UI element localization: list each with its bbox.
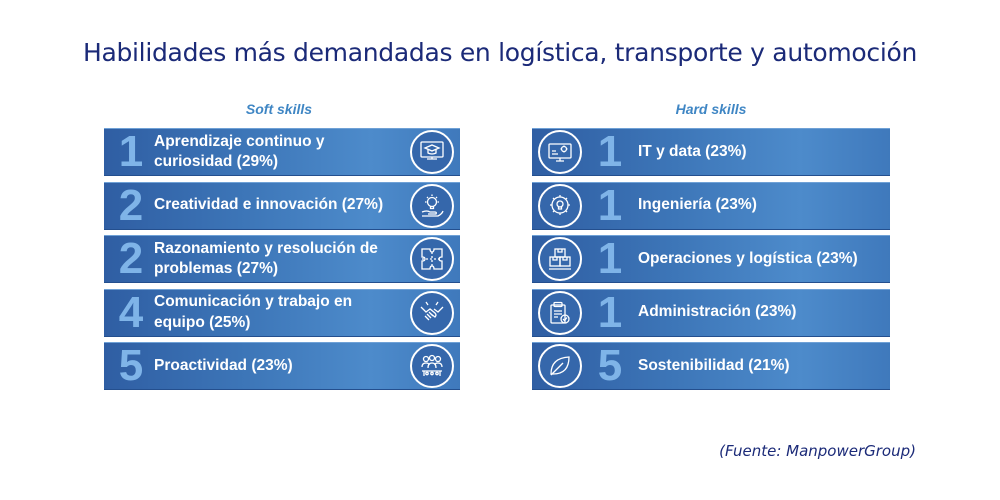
soft-skill-row: 2 Creatividad e innovación (27%) <box>104 180 460 230</box>
lightbulb-hand-icon <box>410 183 454 228</box>
monitor-gear-icon <box>538 130 582 174</box>
hard-skill-row: 1 IT y data (23%) <box>532 128 890 176</box>
skill-rank: 1 <box>597 127 623 176</box>
skill-label: Comunicación y trabajo en equipo (25%) <box>154 293 353 331</box>
skill-label: Razonamiento y resolución de problemas (… <box>154 239 378 277</box>
skill-label: Administración (23%) <box>638 303 797 321</box>
skill-rank: 2 <box>118 180 144 230</box>
skill-rank: 1 <box>597 234 623 283</box>
skill-rank: 2 <box>118 234 144 283</box>
skill-label: Aprendizaje continuo y curiosidad (29%) <box>154 132 325 170</box>
skill-rank: 1 <box>597 180 623 230</box>
skill-rank: 4 <box>118 287 144 337</box>
hard-skill-row: 1 Administración (23%) <box>532 287 890 337</box>
page-title: Habilidades más demandadas en logística,… <box>82 38 918 67</box>
soft-skill-row: 5 Proactividad (23%) <box>104 342 460 390</box>
hard-skill-row: 1 Ingeniería (23%) <box>532 180 890 230</box>
soft-skill-row: 1 Aprendizaje continuo y curiosidad (29%… <box>104 128 460 176</box>
boxes-icon <box>538 237 582 281</box>
skill-label: Operaciones y logística (23%) <box>638 249 858 267</box>
skill-label: Proactividad (23%) <box>154 356 293 374</box>
skill-label: Sostenibilidad (21%) <box>638 356 790 374</box>
skill-label: IT y data (23%) <box>638 142 747 160</box>
graduation-cap-icon <box>410 130 454 174</box>
source-note: (Fuente: ManpowerGroup) <box>719 442 916 460</box>
soft-skills-list: 1 Aprendizaje continuo y curiosidad (29%… <box>104 128 460 390</box>
soft-skill-row: 4 Comunicación y trabajo en equipo (25%) <box>104 287 460 337</box>
soft-skill-row: 2 Razonamiento y resolución de problemas… <box>104 235 460 283</box>
clipboard-check-icon <box>538 290 582 335</box>
skill-rank: 1 <box>597 287 623 337</box>
puzzle-icon <box>410 237 454 281</box>
skill-rank: 5 <box>118 341 144 390</box>
team-icon <box>410 344 454 388</box>
skill-label: Ingeniería (23%) <box>638 196 757 214</box>
gear-bulb-icon <box>538 183 582 228</box>
hard-skill-row: 5 Sostenibilidad (21%) <box>532 342 890 390</box>
hard-skill-row: 1 Operaciones y logística (23%) <box>532 235 890 283</box>
soft-skills-heading: Soft skills <box>245 101 313 117</box>
skill-rank: 5 <box>597 341 623 390</box>
skill-label: Creatividad e innovación (27%) <box>154 196 384 214</box>
hard-skills-heading: Hard skills <box>675 101 747 117</box>
handshake-icon <box>410 290 454 335</box>
leaf-icon <box>538 344 582 388</box>
skill-rank: 1 <box>118 127 144 176</box>
hard-skills-list: 1 IT y data (23%) 1 Ingeniería (23%) 1 <box>532 128 890 390</box>
